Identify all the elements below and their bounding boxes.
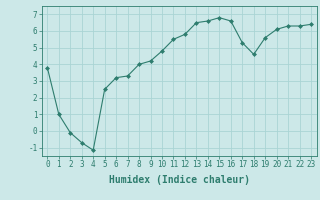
X-axis label: Humidex (Indice chaleur): Humidex (Indice chaleur)	[109, 175, 250, 185]
